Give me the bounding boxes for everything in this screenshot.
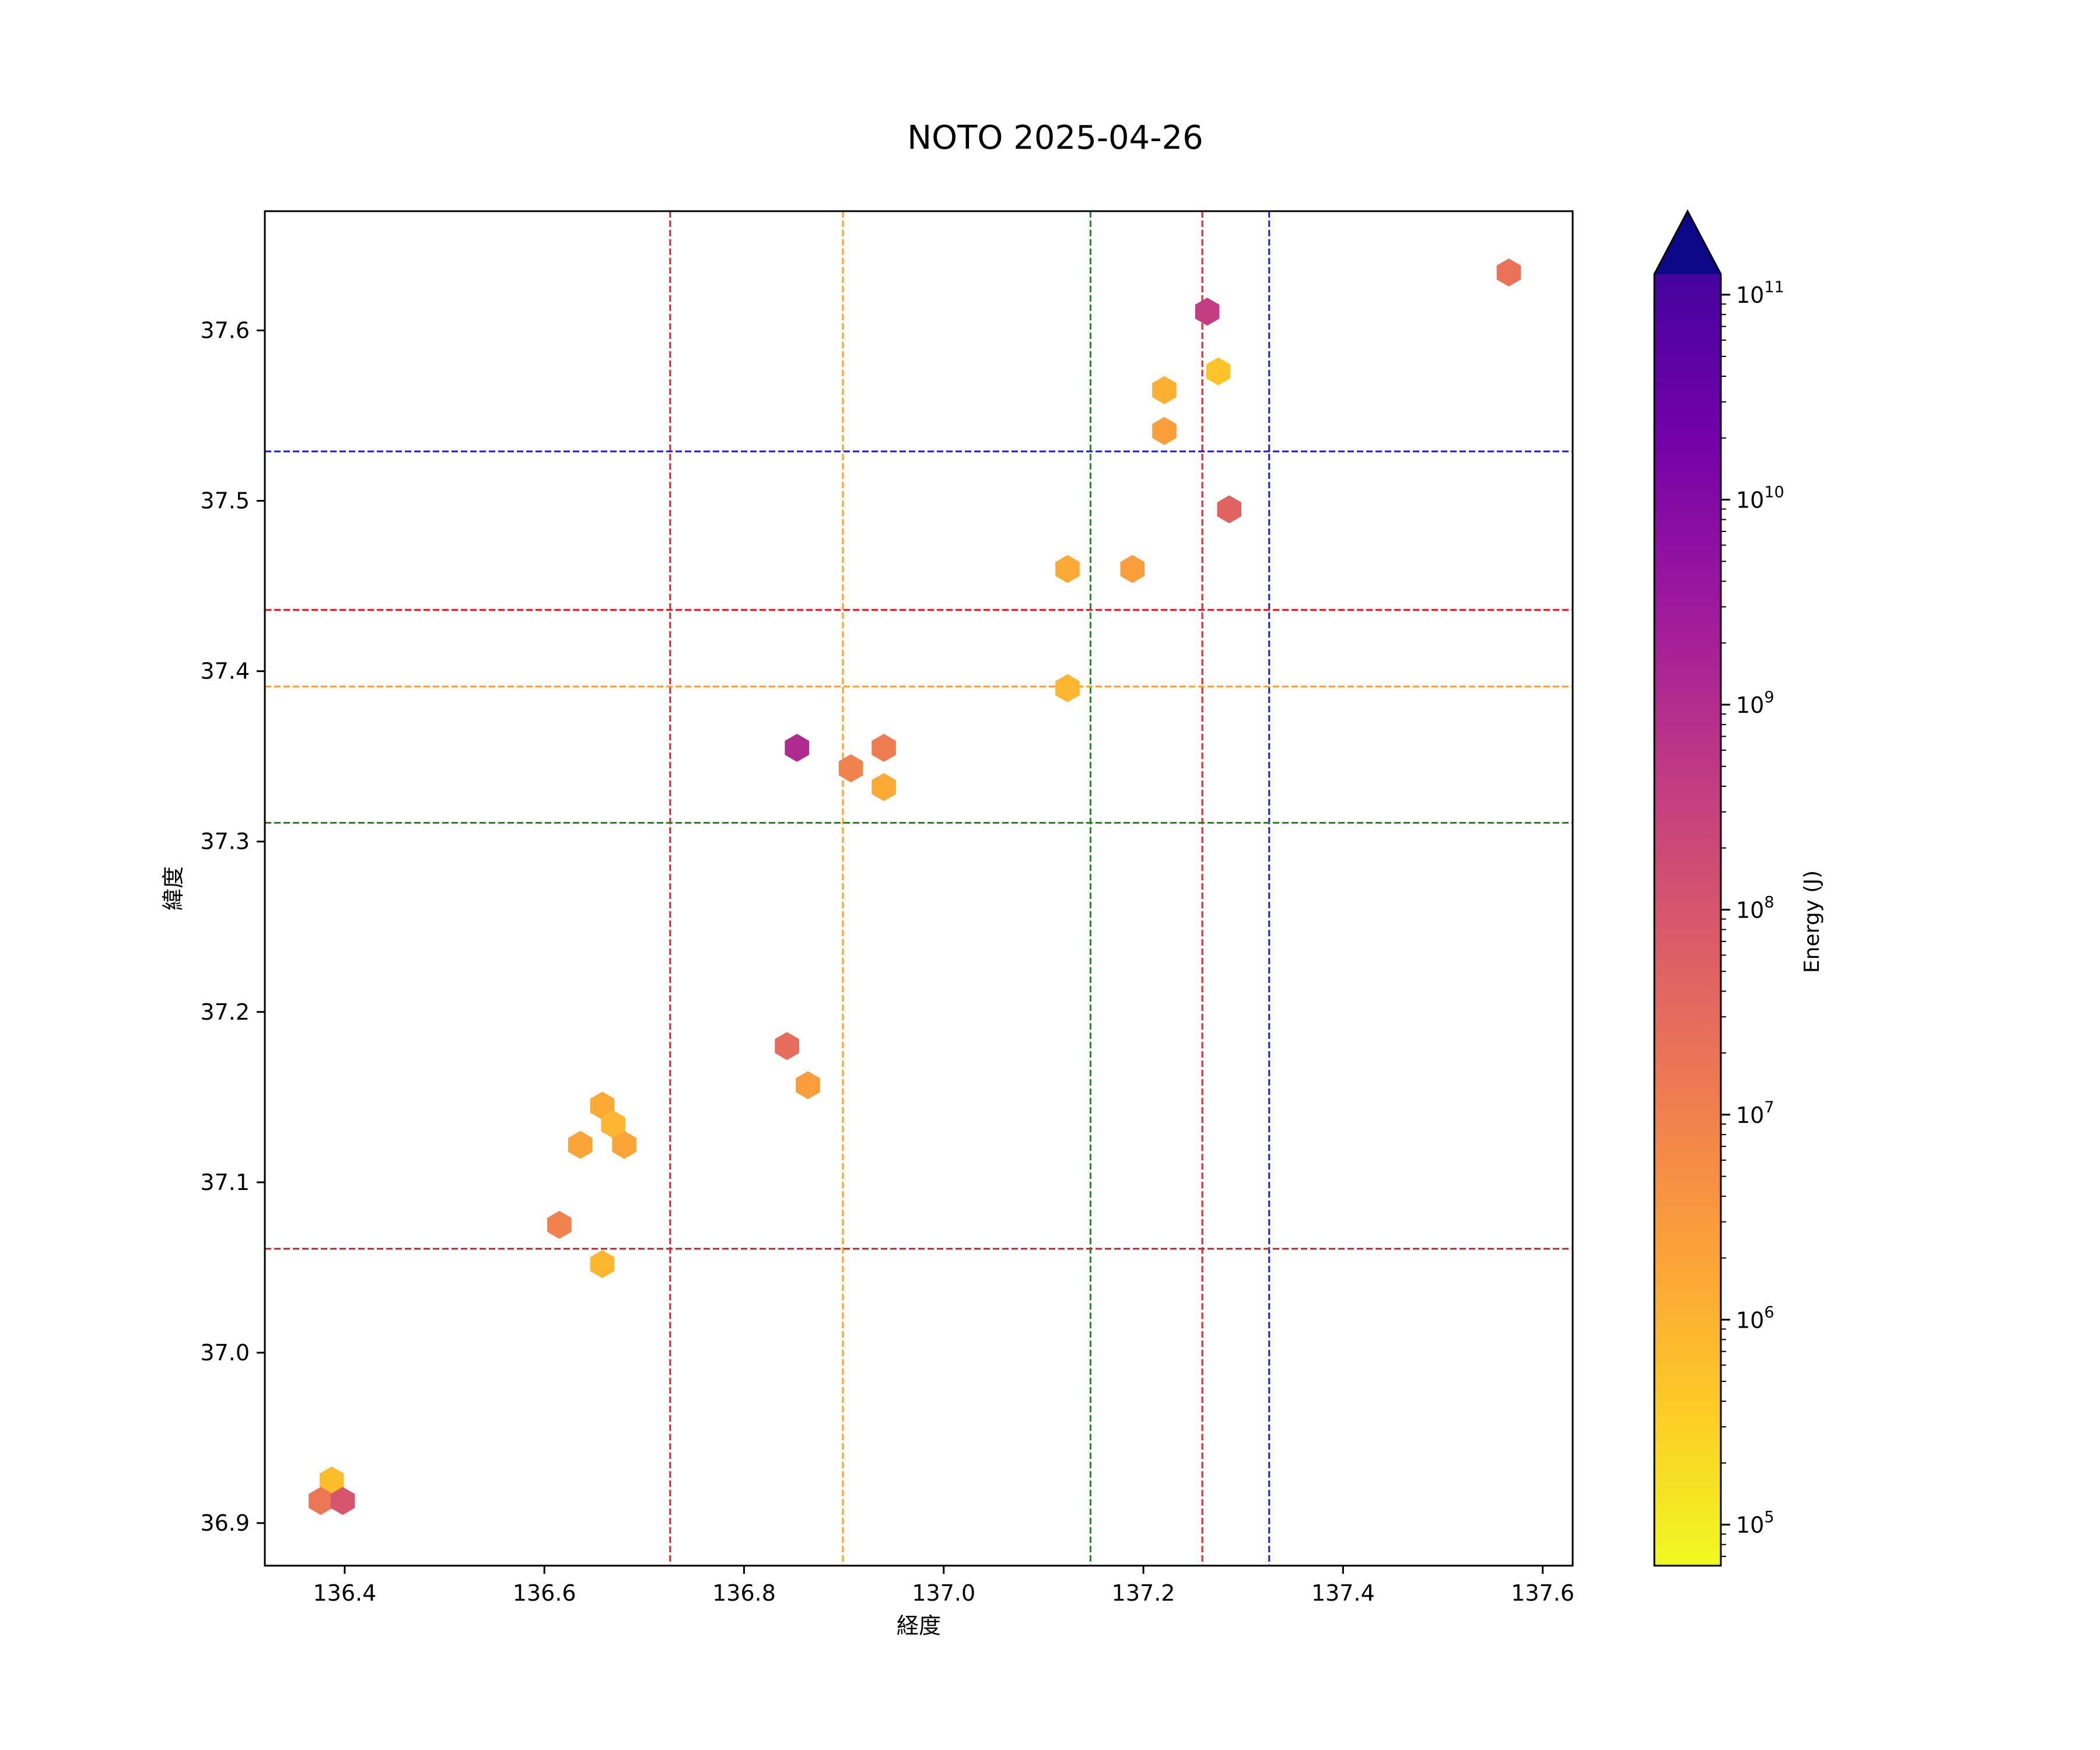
colorbar-tick-base: 10 [1736, 282, 1764, 308]
plot-area-frame [264, 210, 1574, 1567]
colorbar-outline [1653, 209, 1722, 1567]
colorbar-tick-base: 10 [1736, 897, 1764, 923]
colorbar-tick-label: 1011 [1736, 278, 1784, 308]
hexbin-cell-21 [590, 1250, 615, 1278]
x-tick-label: 136.4 [313, 1580, 377, 1606]
hexbin-cell-18 [568, 1130, 593, 1159]
colorbar-tick-base: 10 [1736, 1102, 1764, 1128]
x-tick-label: 136.6 [513, 1580, 576, 1606]
colorbar-tick-exponent: 9 [1764, 688, 1774, 706]
colorbar-tick-exponent: 7 [1764, 1098, 1774, 1116]
y-tick-label: 37.4 [200, 659, 250, 684]
hexbin-cell-15 [796, 1071, 820, 1100]
colorbar-tick-base: 10 [1736, 1307, 1764, 1333]
hexbin-cell-2 [1195, 298, 1220, 326]
y-tick-label: 37.6 [200, 317, 250, 343]
hexbin-cell-16 [590, 1091, 615, 1120]
hexbin-cell-1 [1496, 258, 1521, 287]
hexbin-cell-24 [330, 1487, 355, 1515]
colorbar-tick-exponent: 6 [1764, 1303, 1774, 1321]
hexbin-cell-11 [872, 734, 896, 762]
colorbar-tick-label: 105 [1736, 1508, 1774, 1538]
hexbin-cell-7 [1055, 555, 1080, 583]
hexbin-cell-19 [612, 1130, 636, 1159]
colorbar-tick-label: 1010 [1736, 484, 1784, 513]
colorbar-tick-exponent: 5 [1764, 1508, 1774, 1527]
y-axis-label: 緯度 [160, 866, 186, 911]
hexbin-cell-12 [838, 754, 863, 783]
colorbar-tick-exponent: 8 [1764, 893, 1774, 911]
reference-lines [265, 211, 1573, 1566]
colorbar-label: Energy (J) [1800, 870, 1824, 973]
hexbin-cell-4 [1152, 376, 1177, 404]
colorbar-extend-triangle [1654, 211, 1721, 274]
x-tick-label: 137.2 [1112, 1580, 1175, 1606]
colorbar-tick-exponent: 11 [1764, 278, 1784, 296]
hexbin-cell-10 [785, 734, 809, 762]
hexbin-cell-22 [319, 1466, 344, 1494]
colorbar-tick-label: 109 [1736, 688, 1774, 718]
colorbar-tick-label: 108 [1736, 893, 1774, 923]
y-tick-label: 37.1 [200, 1170, 250, 1195]
colorbar-tick-base: 10 [1736, 488, 1764, 513]
x-tick-label: 136.8 [712, 1580, 776, 1606]
colorbar-tick-label: 107 [1736, 1098, 1774, 1128]
x-axis: 136.4 136.6 136.8 137.0 137.2 137.4 137.6 [313, 1566, 1574, 1606]
chart-title: NOTO 2025-04-26 [907, 119, 1203, 157]
hexbin-cell-23 [309, 1487, 333, 1515]
x-tick-label: 137.6 [1511, 1580, 1574, 1606]
hexbin-cell-14 [775, 1032, 799, 1060]
hexbin-cells [309, 258, 1521, 1515]
hexbin-cell-6 [1217, 495, 1241, 524]
y-tick-label: 36.9 [200, 1510, 250, 1536]
colorbar-tick-base: 10 [1736, 692, 1764, 718]
x-tick-label: 137.0 [912, 1580, 975, 1606]
hexbin-cell-17 [601, 1110, 626, 1139]
colorbar-tick-exponent: 10 [1764, 484, 1784, 502]
y-tick-label: 37.2 [200, 999, 250, 1025]
x-tick-label: 137.4 [1311, 1580, 1375, 1606]
y-tick-label: 37.5 [200, 488, 250, 514]
y-tick-label: 37.0 [200, 1340, 250, 1366]
hexbin-cell-8 [1120, 555, 1144, 583]
colorbar-gradient [1654, 274, 1721, 1566]
hexbin-cell-3 [1206, 357, 1231, 386]
colorbar-tick-base: 10 [1736, 1513, 1764, 1538]
y-tick-label: 37.3 [200, 829, 250, 855]
hexbin-cell-20 [547, 1210, 572, 1239]
y-axis: 36.9 37.0 37.1 37.2 37.3 37.4 37.5 37.6 [200, 317, 265, 1536]
hexbin-cell-5 [1152, 416, 1177, 445]
colorbar-tick-label: 106 [1736, 1303, 1774, 1333]
hexbin-cell-13 [872, 773, 896, 802]
x-axis-label: 経度 [897, 1613, 941, 1639]
hexbin-cell-9 [1055, 674, 1080, 702]
